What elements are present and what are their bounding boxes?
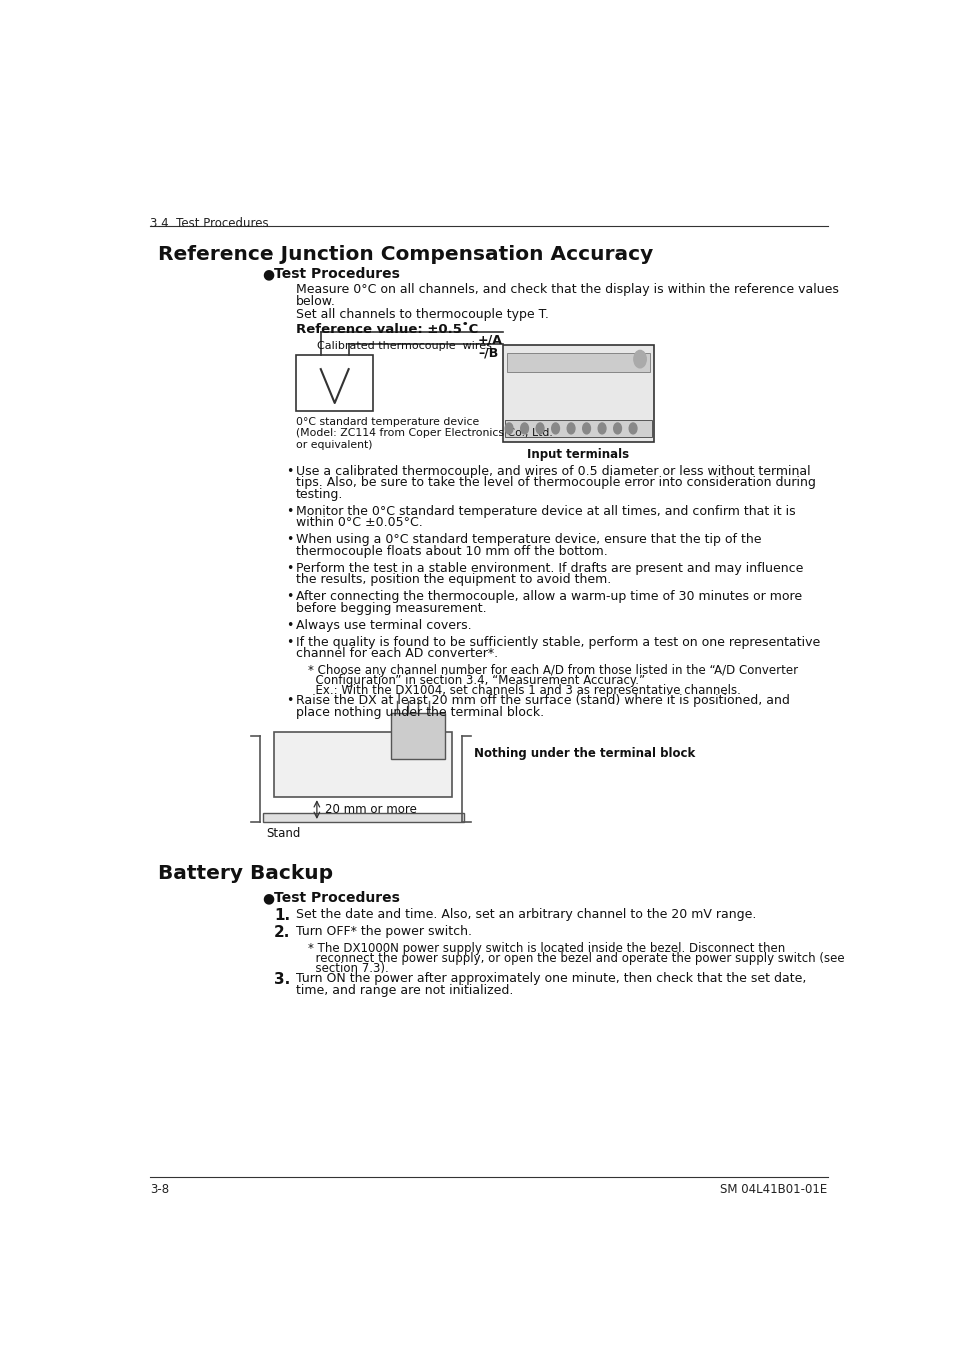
Text: •: • — [286, 618, 293, 632]
Text: If the quality is found to be sufficiently stable, perform a test on one represe: If the quality is found to be sufficient… — [295, 636, 820, 648]
Text: •: • — [286, 464, 293, 478]
Circle shape — [536, 423, 543, 433]
Text: Input terminals: Input terminals — [526, 448, 628, 460]
Text: place nothing under the terminal block.: place nothing under the terminal block. — [295, 706, 543, 718]
Text: 3.: 3. — [274, 972, 291, 987]
Text: Perform the test in a stable environment. If drafts are present and may influenc: Perform the test in a stable environment… — [295, 562, 802, 575]
Text: ●: ● — [262, 267, 274, 282]
Text: thermocouple floats about 10 mm off the bottom.: thermocouple floats about 10 mm off the … — [295, 544, 607, 558]
Text: Nothing under the terminal block: Nothing under the terminal block — [474, 747, 695, 760]
Text: 3-8: 3-8 — [150, 1183, 170, 1196]
Text: Turn ON the power after approximately one minute, then check that the set date,: Turn ON the power after approximately on… — [295, 972, 805, 986]
Circle shape — [629, 423, 637, 433]
Circle shape — [520, 423, 528, 433]
Text: Test Procedures: Test Procedures — [274, 891, 399, 906]
Text: within 0°C ±0.05°C.: within 0°C ±0.05°C. — [295, 516, 422, 529]
Circle shape — [582, 423, 590, 433]
Circle shape — [613, 423, 620, 433]
Text: SM 04L41B01-01E: SM 04L41B01-01E — [720, 1183, 827, 1196]
Text: 2.: 2. — [274, 925, 291, 940]
Text: 1.: 1. — [274, 909, 290, 923]
Text: •: • — [286, 636, 293, 648]
Text: the results, position the equipment to avoid them.: the results, position the equipment to a… — [295, 574, 611, 586]
Text: Set the date and time. Also, set an arbitrary channel to the 20 mV range.: Set the date and time. Also, set an arbi… — [295, 909, 756, 921]
FancyBboxPatch shape — [505, 420, 651, 437]
Text: Stand: Stand — [266, 826, 300, 840]
Text: –/B: –/B — [477, 346, 497, 359]
Text: Ex.: With the DX1004, set channels 1 and 3 as representative channels.: Ex.: With the DX1004, set channels 1 and… — [307, 684, 740, 697]
Text: section 7.3).: section 7.3). — [307, 963, 388, 975]
Text: time, and range are not initialized.: time, and range are not initialized. — [295, 984, 513, 996]
Text: 3.4  Test Procedures: 3.4 Test Procedures — [150, 217, 269, 231]
Text: Calibrated thermocouple  wires: Calibrated thermocouple wires — [316, 342, 491, 351]
Text: Measure 0°C on all channels, and check that the display is within the reference : Measure 0°C on all channels, and check t… — [295, 284, 838, 296]
FancyBboxPatch shape — [502, 346, 654, 441]
Text: Reference Junction Compensation Accuracy: Reference Junction Compensation Accuracy — [158, 246, 653, 265]
Text: ●: ● — [262, 891, 274, 906]
Text: •: • — [286, 590, 293, 603]
Text: •: • — [286, 533, 293, 547]
FancyBboxPatch shape — [390, 713, 444, 759]
Circle shape — [567, 423, 575, 433]
Text: •: • — [286, 694, 293, 707]
Text: * The DX1000N power supply switch is located inside the bezel. Disconnect then: * The DX1000N power supply switch is loc… — [307, 942, 784, 954]
Text: Set all channels to thermocouple type T.: Set all channels to thermocouple type T. — [295, 308, 548, 320]
Text: channel for each AD converter*.: channel for each AD converter*. — [295, 647, 497, 660]
Text: +/A: +/A — [477, 333, 502, 347]
Text: * Choose any channel number for each A/D from those listed in the “A/D Converter: * Choose any channel number for each A/D… — [307, 664, 797, 678]
Text: When using a 0°C standard temperature device, ensure that the tip of the: When using a 0°C standard temperature de… — [295, 533, 760, 547]
Text: Battery Backup: Battery Backup — [158, 864, 333, 883]
Text: 0°C standard temperature device
(Model: ZC114 from Coper Electronics Co., Ltd.
o: 0°C standard temperature device (Model: … — [295, 417, 552, 450]
Text: Monitor the 0°C standard temperature device at all times, and confirm that it is: Monitor the 0°C standard temperature dev… — [295, 505, 795, 517]
Text: Reference value: ±0.5˚C: Reference value: ±0.5˚C — [295, 323, 477, 336]
FancyBboxPatch shape — [274, 732, 452, 798]
Circle shape — [551, 423, 558, 433]
Text: below.: below. — [295, 296, 335, 308]
Text: tips. Also, be sure to take the level of thermocouple error into consideration d: tips. Also, be sure to take the level of… — [295, 477, 815, 489]
Text: After connecting the thermocouple, allow a warm-up time of 30 minutes or more: After connecting the thermocouple, allow… — [295, 590, 801, 603]
Text: 20 mm or more: 20 mm or more — [324, 803, 416, 817]
FancyBboxPatch shape — [506, 352, 649, 373]
FancyBboxPatch shape — [295, 355, 373, 410]
Circle shape — [505, 423, 513, 433]
Text: •: • — [286, 562, 293, 575]
Text: Turn OFF* the power switch.: Turn OFF* the power switch. — [295, 925, 472, 938]
Circle shape — [633, 351, 645, 367]
Text: Always use terminal covers.: Always use terminal covers. — [295, 618, 471, 632]
FancyBboxPatch shape — [262, 813, 464, 822]
Text: before begging measurement.: before begging measurement. — [295, 602, 486, 614]
Circle shape — [598, 423, 605, 433]
Text: Use a calibrated thermocouple, and wires of 0.5 diameter or less without termina: Use a calibrated thermocouple, and wires… — [295, 464, 810, 478]
Text: testing.: testing. — [295, 487, 343, 501]
Text: Test Procedures: Test Procedures — [274, 267, 399, 282]
Text: Configuration” in section 3.4, “Measurement Accuracy.”: Configuration” in section 3.4, “Measurem… — [307, 674, 644, 687]
Text: Raise the DX at least 20 mm off the surface (stand) where it is positioned, and: Raise the DX at least 20 mm off the surf… — [295, 694, 789, 707]
Text: reconnect the power supply, or open the bezel and operate the power supply switc: reconnect the power supply, or open the … — [307, 952, 843, 965]
Text: •: • — [286, 505, 293, 517]
